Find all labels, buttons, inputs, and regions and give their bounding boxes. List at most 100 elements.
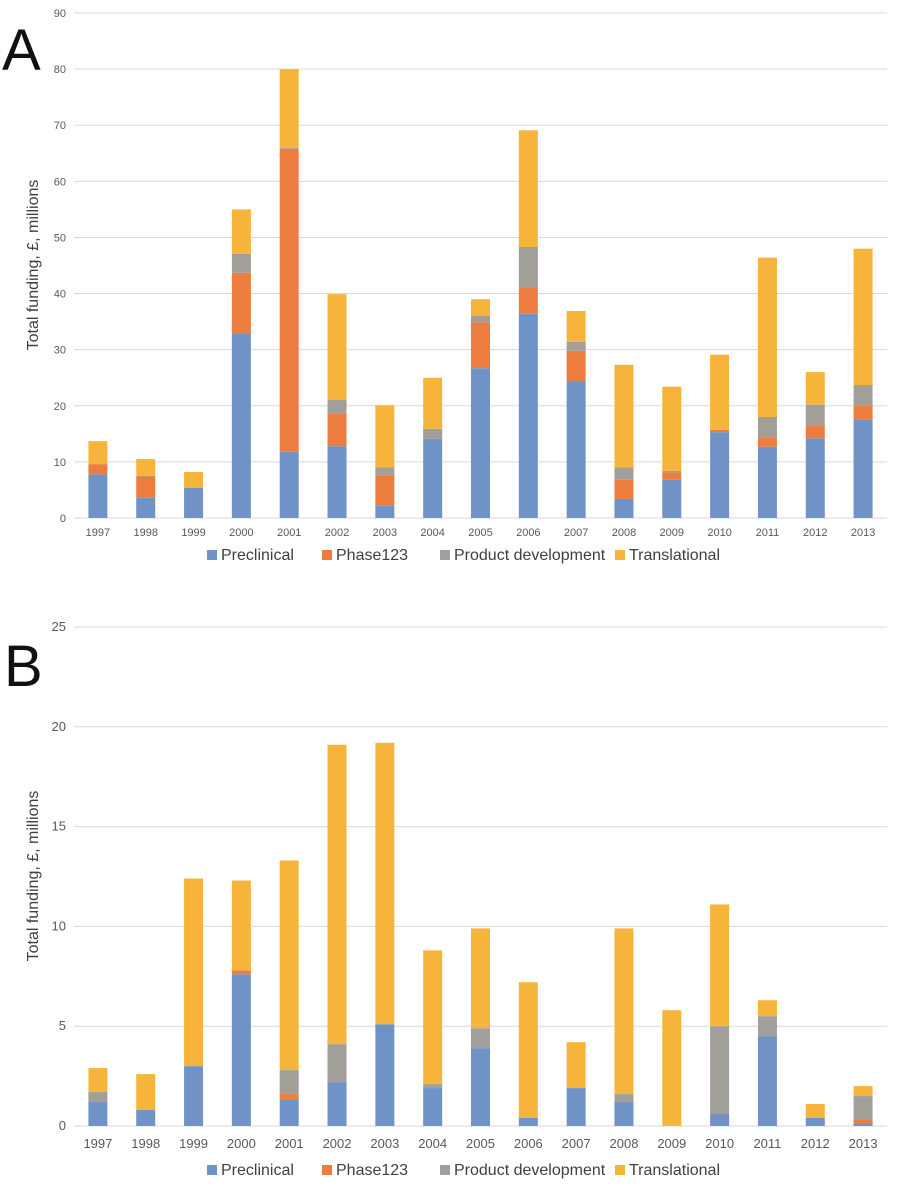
bar-product-development-2011-b (757, 1016, 777, 1037)
bar-preclinical-1999-b (184, 1066, 204, 1126)
bar-phase123-2001-b (279, 1094, 299, 1101)
bar-translational-1999-b (184, 878, 204, 1067)
bar-product-development-2001-b (279, 1070, 299, 1095)
y-axis-title-b: Total funding, £, millions (25, 791, 42, 962)
bar-preclinical-2002-a (327, 446, 347, 518)
bar-translational-2002-b (327, 744, 347, 1045)
x-tick-label-a: 2013 (851, 527, 875, 539)
x-tick-label-b: 2012 (801, 1136, 830, 1151)
y-tick-label-a: 30 (54, 345, 66, 357)
bar-translational-2007-b (566, 1042, 586, 1089)
bar-translational-2003-a (375, 405, 395, 468)
bar-translational-1997-b (88, 1068, 108, 1093)
bar-translational-2012-b (805, 1104, 825, 1119)
legend-label-product-development-b: Product development (454, 1162, 606, 1179)
x-tick-label-b: 2001 (275, 1136, 304, 1151)
bar-phase123-1998-a (136, 476, 156, 498)
bar-product-development-1997-b (88, 1092, 108, 1103)
legend-label-preclinical-b: Preclinical (221, 1162, 294, 1179)
x-tick-label-a: 2004 (420, 527, 444, 539)
bar-product-development-2002-b (327, 1044, 347, 1083)
bar-translational-2012-a (805, 372, 825, 405)
bar-preclinical-2011-a (757, 446, 777, 518)
bar-preclinical-2012-b (805, 1118, 825, 1126)
bar-phase123-2012-a (805, 425, 825, 439)
y-tick-label-b: 20 (52, 719, 66, 734)
legend-swatch-translational-a (615, 550, 625, 560)
bar-preclinical-1997-a (88, 474, 108, 518)
bar-product-development-2005-a (471, 316, 490, 323)
bar-preclinical-2007-a (566, 381, 586, 518)
x-tick-label-b: 2011 (753, 1136, 781, 1151)
x-tick-label-b: 2005 (466, 1136, 495, 1151)
bar-translational-2005-b (471, 928, 490, 1029)
x-tick-label-a: 2011 (756, 527, 780, 539)
x-tick-label-a: 2000 (229, 527, 253, 539)
x-tick-label-b: 2007 (562, 1136, 591, 1151)
bar-phase123-2007-a (566, 350, 586, 382)
bar-product-development-2001-a (279, 147, 299, 149)
bar-preclinical-2007-b (566, 1088, 586, 1126)
y-tick-label-a: 90 (54, 8, 66, 20)
panel-label-a: A (2, 18, 41, 83)
x-tick-label-b: 2000 (227, 1136, 256, 1151)
x-tick-label-a: 2002 (325, 527, 349, 539)
y-tick-label-b: 15 (52, 819, 66, 834)
x-tick-label-b: 2004 (418, 1136, 447, 1151)
x-tick-label-a: 2012 (803, 527, 827, 539)
bar-translational-2004-a (423, 377, 443, 429)
x-tick-label-b: 1997 (83, 1136, 112, 1151)
legend-swatch-product-development-a (440, 550, 450, 560)
y-tick-label-a: 70 (54, 120, 66, 132)
bar-preclinical-2006-a (518, 313, 538, 518)
x-tick-label-b: 2010 (705, 1136, 734, 1151)
y-tick-label-a: 60 (54, 176, 66, 188)
bar-preclinical-2013-a (853, 419, 873, 518)
x-tick-label-b: 2013 (849, 1136, 878, 1151)
bar-translational-2001-b (279, 860, 299, 1071)
bar-product-development-2004-b (423, 1084, 443, 1089)
bar-phase123-2000-a (231, 272, 251, 334)
bar-translational-1997-a (88, 441, 108, 465)
bar-preclinical-1999-a (184, 487, 204, 518)
y-tick-label-a: 20 (54, 401, 66, 413)
legend-swatch-preclinical-a (207, 550, 217, 560)
x-tick-label-b: 2003 (370, 1136, 399, 1151)
bar-product-development-2012-a (805, 404, 825, 426)
legend-swatch-phase123-a (322, 550, 332, 560)
x-tick-label-b: 1998 (131, 1136, 160, 1151)
bar-translational-2000-b (231, 880, 251, 971)
bar-phase123-2009-a (662, 472, 682, 480)
x-tick-label-b: 2006 (514, 1136, 543, 1151)
bar-preclinical-2008-b (614, 1102, 634, 1126)
bar-preclinical-2010-b (710, 1114, 730, 1126)
bar-product-development-2007-a (566, 341, 586, 351)
bar-product-development-2010-b (710, 1026, 730, 1115)
legend-swatch-product-development-b (440, 1165, 450, 1175)
x-tick-label-a: 1998 (133, 527, 157, 539)
bar-product-development-2013-b (853, 1096, 873, 1121)
chart-b: 0 5 10 15 20 25 1997 1998 1999 2000 2001 2002 2003 20… (25, 619, 887, 1179)
chart-a: 0 10 20 30 40 50 60 70 80 90 1997 1998 1999 2000 2001 2… (25, 8, 887, 564)
bar-translational-2006-a (518, 130, 538, 247)
x-tick-label-b: 2009 (657, 1136, 686, 1151)
y-tick-label-b: 25 (52, 619, 66, 634)
bar-preclinical-2008-a (614, 498, 634, 518)
bar-preclinical-2001-b (279, 1100, 299, 1126)
panel-label-b: B (4, 634, 43, 699)
bar-translational-1999-a (184, 471, 204, 488)
bar-translational-1998-b (136, 1074, 156, 1111)
bar-preclinical-2012-a (805, 438, 825, 518)
bar-product-development-2008-a (614, 467, 634, 480)
x-tick-label-a: 2001 (277, 527, 301, 539)
y-axis-title-a: Total funding, £, millions (25, 180, 42, 351)
bar-phase123-2013-a (853, 405, 873, 420)
bar-preclinical-2005-a (471, 368, 490, 518)
bar-translational-2010-b (710, 904, 730, 1027)
bar-phase123-2000-b (231, 970, 251, 975)
x-tick-label-a: 2007 (564, 527, 588, 539)
bar-preclinical-2001-a (279, 451, 299, 518)
y-tick-label-a: 0 (60, 513, 66, 525)
bar-preclinical-2005-b (471, 1048, 490, 1126)
bar-preclinical-2011-b (757, 1036, 777, 1126)
